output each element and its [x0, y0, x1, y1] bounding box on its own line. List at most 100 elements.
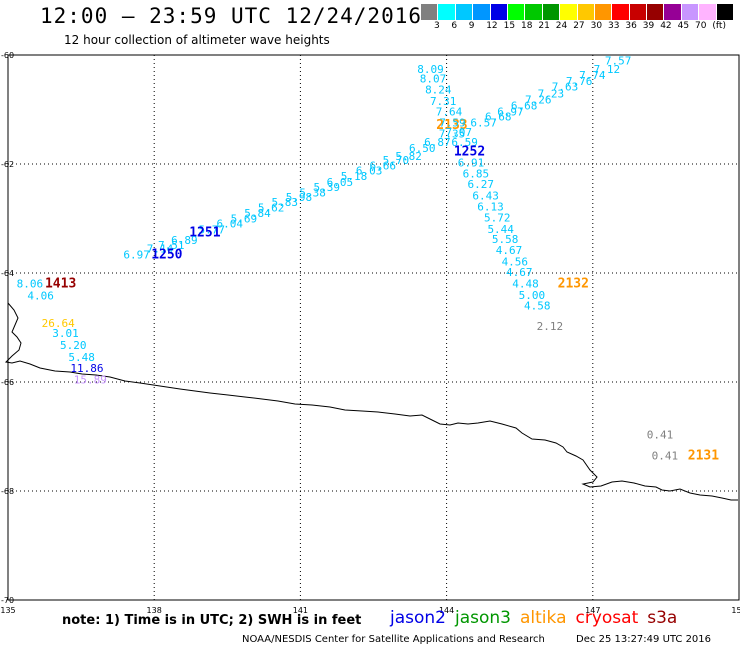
color-scale-label: 45: [677, 21, 690, 31]
pass-time-label: 1413: [45, 276, 76, 291]
wave-height-label: 6.68: [485, 111, 512, 124]
wave-height-label: 4.67: [496, 244, 523, 257]
wave-height-label: 6.91: [458, 156, 485, 169]
wave-height-label: 0.41: [652, 450, 679, 463]
pass-time-label: 1252: [454, 144, 485, 159]
color-scale-label: 12: [486, 21, 498, 31]
wave-height-label: 7.35: [439, 127, 466, 140]
wave-height-label: 5.48: [68, 351, 95, 364]
generated-timestamp: Dec 25 13:27:49 UTC 2016: [576, 634, 712, 645]
wave-height-label: 7.59: [439, 117, 466, 130]
satellite-legend-altika: altika: [520, 608, 567, 628]
wave-height-label: 5.38: [299, 186, 326, 199]
wave-height-label: 6.59: [451, 136, 478, 149]
wave-height-label: 7.63: [552, 81, 579, 94]
wave-height-label: 6.05: [327, 176, 354, 189]
wave-height-label: 6.50: [409, 142, 436, 155]
wave-height-label: 8.09: [417, 63, 444, 76]
satellite-legend-s3a: s3a: [647, 608, 678, 628]
wave-height-label: 7.64: [436, 106, 463, 119]
wave-height-label: 6.89: [171, 234, 198, 247]
color-scale-label: 27: [573, 21, 585, 31]
color-scale-swatch: [664, 4, 682, 20]
color-scale-labels: 3 6 9 12 15 18 21 24 27 30 33 36 39 42 45 70 (ft): [421, 21, 737, 35]
wave-height-label: 6.57: [470, 117, 497, 130]
wave-height-label: 6.43: [472, 190, 499, 203]
color-scale-swatch: [438, 4, 456, 20]
wave-height-label: 5.00: [519, 289, 546, 302]
color-scale-label: 39: [642, 21, 655, 31]
wave-height-label: 8.06: [17, 277, 44, 290]
wave-height-label: 7.12: [594, 63, 621, 76]
color-scale-swatch: [490, 4, 508, 20]
color-scale-swatch: [507, 4, 526, 20]
wave-height-label: 0.41: [647, 428, 674, 441]
wave-height-label: 5.20: [60, 339, 87, 352]
wave-height-label: 4.06: [27, 289, 54, 302]
color-scale-label: 36: [625, 21, 637, 31]
pass-time-label: 2133: [436, 118, 467, 133]
wave-height-label: 5.39: [313, 181, 340, 194]
longitude-tick-label: 144: [439, 606, 454, 615]
satellite-legend-cryosat: cryosat: [575, 608, 639, 628]
pass-time-label: 2132: [558, 276, 589, 291]
color-scale-swatch: [473, 4, 491, 20]
wave-height-label: 5.44: [487, 223, 514, 236]
wave-height-label: 7.26: [525, 94, 552, 107]
pass-time-label: 1251: [189, 226, 220, 241]
wave-height-label: 4.58: [524, 300, 551, 313]
color-scale-label: 18: [521, 21, 533, 31]
wave-height-label: 6.03: [356, 165, 383, 178]
wave-height-label: 7.57: [605, 54, 632, 67]
satellite-legend-jason3: jason3: [455, 608, 511, 628]
units-note: note: 1) Time is in UTC; 2) SWH is in fe…: [62, 613, 362, 628]
map-frame: [7, 54, 740, 601]
color-scale-label: 15: [503, 21, 516, 31]
color-scale-label: 33: [608, 21, 620, 31]
color-scale-swatch: [629, 4, 648, 20]
color-scale-swatch: [525, 4, 543, 20]
wave-height-label: 6.13: [477, 201, 504, 214]
color-scale-swatch: [716, 4, 735, 20]
wave-height-label: 7.76: [566, 75, 593, 88]
wave-height-label: 4.56: [502, 256, 529, 269]
wave-height-label: 8.07: [420, 72, 447, 85]
wave-height-label: 5.58: [492, 233, 519, 246]
color-scale-swatch: [542, 4, 561, 20]
wave-height-label: 5.82: [395, 150, 422, 163]
credit-line: NOAA/NESDIS Center for Satellite Applica…: [242, 634, 711, 645]
wave-height-label: 5.62: [258, 202, 285, 215]
map-grid: 135138141144147150-60-62-64-66-68-70: [0, 51, 740, 615]
color-scale-label: 6: [451, 21, 458, 31]
wave-height-label: 2.12: [537, 320, 564, 333]
color-scale-label: 42: [660, 21, 672, 31]
color-scale-swatch: [612, 4, 630, 20]
color-scale-swatch: [560, 4, 578, 20]
color-scale-label: 24: [555, 21, 568, 31]
wave-height-label: 5.70: [383, 154, 410, 167]
wave-height-label: 6.68: [511, 100, 538, 113]
color-scale-swatch: [421, 4, 439, 20]
wave-height-label: 4.48: [512, 277, 539, 290]
longitude-tick-label: 138: [147, 606, 162, 615]
wave-height-label: 6.27: [467, 178, 494, 191]
color-scale-label: 70: [695, 21, 707, 31]
wave-height-labels: 7.577.127.747.767.637.237.266.686.976.68…: [17, 54, 720, 463]
color-scale-swatch: [681, 4, 700, 20]
page-title: 12:00 – 23:59 UTC 12/24/2016: [40, 4, 423, 28]
wave-height-label: 6.85: [463, 167, 490, 180]
satellite-legend-jason2: jason2: [390, 608, 446, 628]
color-scale-label: 21: [538, 21, 550, 31]
wave-height-label: 5.84: [244, 207, 271, 220]
longitude-tick-label: 150: [731, 606, 740, 615]
pass-time-label: 1250: [151, 247, 182, 262]
wave-height-label: 7.14: [147, 242, 174, 255]
wave-height-label: 3.01: [52, 327, 79, 340]
wave-height-label: 15.89: [74, 373, 107, 386]
color-scale-label: 9: [468, 21, 475, 31]
longitude-tick-label: 147: [585, 606, 600, 615]
page-subtitle: 12 hour collection of altimeter wave hei…: [64, 33, 330, 47]
wave-height-label: 4.67: [506, 266, 533, 279]
color-scale-swatch: [577, 4, 595, 20]
